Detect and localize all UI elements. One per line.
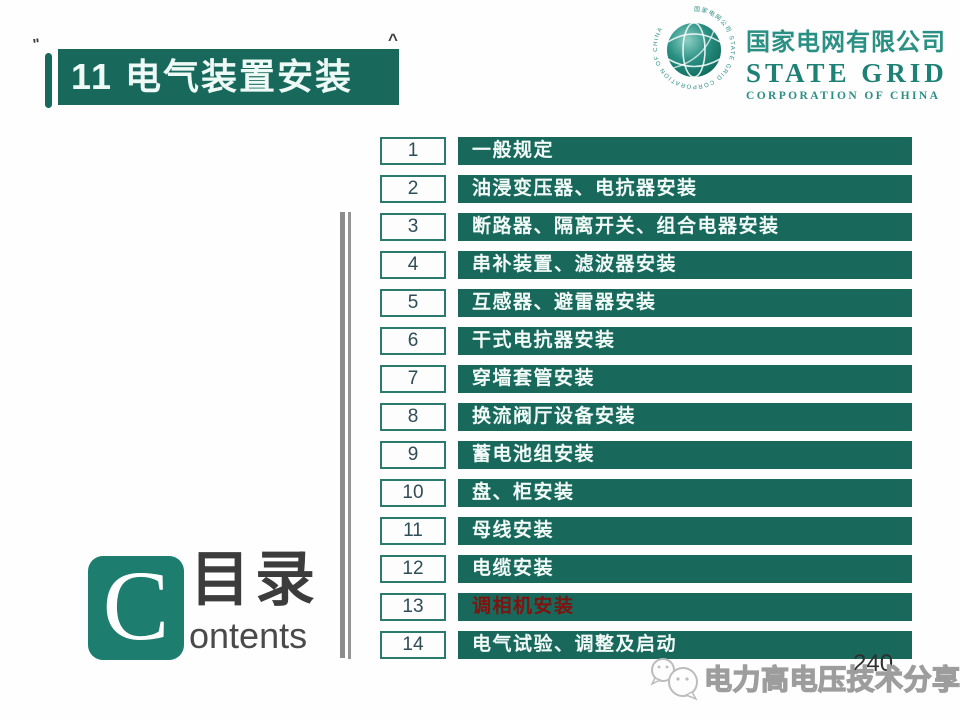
toc-row: 13 调相机安装 bbox=[380, 593, 912, 621]
toc-number: 8 bbox=[380, 403, 446, 431]
toc-number: 6 bbox=[380, 327, 446, 355]
toc-row: 14 电气试验、调整及启动 bbox=[380, 631, 912, 659]
toc-label: 断路器、隔离开关、组合电器安装 bbox=[458, 213, 912, 241]
toc-label: 换流阀厅设备安装 bbox=[458, 403, 912, 431]
contents-title-suffix: ontents bbox=[189, 615, 308, 656]
logo-company-en: STATE GRID bbox=[746, 58, 948, 88]
toc-row: 3 断路器、隔离开关、组合电器安装 bbox=[380, 213, 912, 241]
state-grid-logo: 国家电网公司 STATE GRID CORPORATION OF CHINA 国… bbox=[648, 2, 948, 102]
toc-label: 干式电抗器安装 bbox=[458, 327, 912, 355]
logo-text-block: 国家电网有限公司 STATE GRID CORPORATION OF CHINA bbox=[746, 22, 948, 102]
toc-label: 电缆安装 bbox=[458, 555, 912, 583]
toc-number: 3 bbox=[380, 213, 446, 241]
toc-label: 串补装置、滤波器安装 bbox=[458, 251, 912, 279]
toc-row: 8 换流阀厅设备安装 bbox=[380, 403, 912, 431]
logo-company-sub: CORPORATION OF CHINA bbox=[746, 90, 941, 102]
contents-title-cn: 目录 bbox=[190, 546, 320, 613]
toc-row: 11 母线安装 bbox=[380, 517, 912, 545]
toc-number: 4 bbox=[380, 251, 446, 279]
toc-label: 电气试验、调整及启动 bbox=[458, 631, 912, 659]
toc-row: 4 串补装置、滤波器安装 bbox=[380, 251, 912, 279]
divider-line-thick bbox=[340, 212, 345, 658]
toc-number: 13 bbox=[380, 593, 446, 621]
logo-company-cn: 国家电网有限公司 bbox=[746, 29, 946, 56]
toc-label: 穿墙套管安装 bbox=[458, 365, 912, 393]
toc-label: 母线安装 bbox=[458, 517, 912, 545]
toc-label: 盘、柜安装 bbox=[458, 479, 912, 507]
toc-number: 9 bbox=[380, 441, 446, 469]
divider-line-thin bbox=[348, 212, 351, 659]
page-title: 11 电气装置安装 bbox=[58, 49, 399, 105]
toc-number: 11 bbox=[380, 517, 446, 545]
toc-row: 7 穿墙套管安装 bbox=[380, 365, 912, 393]
wechat-icon bbox=[650, 658, 698, 701]
toc-number: 2 bbox=[380, 175, 446, 203]
toc-label: 调相机安装 bbox=[458, 593, 912, 621]
toc-label: 蓄电池组安装 bbox=[458, 441, 912, 469]
toc-number: 10 bbox=[380, 479, 446, 507]
toc-row: 9 蓄电池组安装 bbox=[380, 441, 912, 469]
toc-list: 1 一般规定 2 油浸变压器、电抗器安装 3 断路器、隔离开关、组合电器安装 4… bbox=[380, 137, 912, 669]
toc-number: 5 bbox=[380, 289, 446, 317]
contents-badge: C bbox=[88, 556, 184, 660]
caret-mark: ^ bbox=[388, 30, 398, 49]
toc-label: 互感器、避雷器安装 bbox=[458, 289, 912, 317]
toc-number: 14 bbox=[380, 631, 446, 659]
toc-number: 1 bbox=[380, 137, 446, 165]
quote-mark: " bbox=[31, 35, 42, 54]
toc-row: 2 油浸变压器、电抗器安装 bbox=[380, 175, 912, 203]
state-grid-globe-icon: 国家电网公司 STATE GRID CORPORATION OF CHINA bbox=[653, 6, 734, 89]
toc-row: 5 互感器、避雷器安装 bbox=[380, 289, 912, 317]
toc-row: 12 电缆安装 bbox=[380, 555, 912, 583]
toc-label: 油浸变压器、电抗器安装 bbox=[458, 175, 912, 203]
toc-row: 6 干式电抗器安装 bbox=[380, 327, 912, 355]
toc-number: 7 bbox=[380, 365, 446, 393]
toc-label: 一般规定 bbox=[458, 137, 912, 165]
toc-row: 1 一般规定 bbox=[380, 137, 912, 165]
title-accent-bar bbox=[45, 53, 52, 108]
toc-number: 12 bbox=[380, 555, 446, 583]
contents-initial: C bbox=[102, 550, 170, 661]
toc-row: 10 盘、柜安装 bbox=[380, 479, 912, 507]
watermark-text: 电力高电压技术分享 bbox=[703, 663, 960, 695]
page-number: 240 bbox=[853, 650, 894, 677]
